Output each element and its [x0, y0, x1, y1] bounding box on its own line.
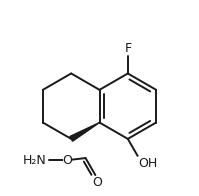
Text: H₂N: H₂N [23, 153, 47, 167]
Text: O: O [93, 176, 102, 189]
Text: F: F [124, 42, 131, 55]
Polygon shape [70, 122, 100, 141]
Text: O: O [62, 153, 72, 167]
Text: OH: OH [139, 157, 158, 170]
